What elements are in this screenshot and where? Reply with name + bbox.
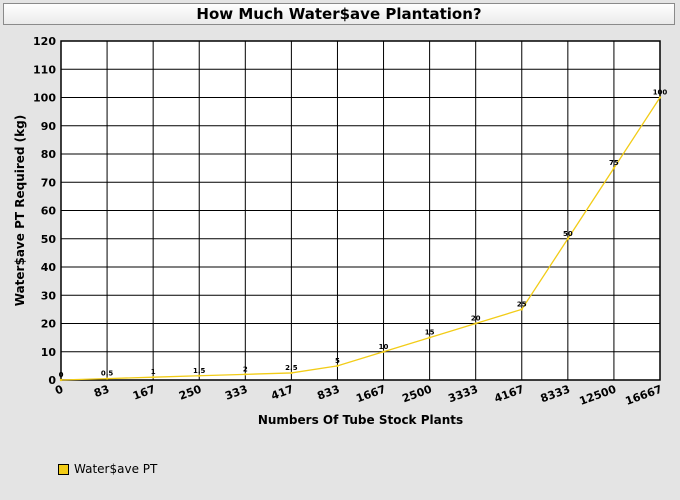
- data-point: [290, 371, 293, 375]
- y-tick-label: 110: [33, 63, 56, 76]
- x-tick-label: 0: [53, 382, 65, 397]
- y-tick-label: 40: [41, 261, 57, 274]
- y-tick-label: 70: [41, 176, 57, 189]
- legend-swatch: [58, 463, 69, 475]
- chart-title-bar: How Much Water$ave Plantation?: [3, 3, 675, 25]
- y-tick-label: 20: [41, 318, 57, 331]
- data-label: 25: [517, 300, 527, 308]
- data-label: 5: [335, 357, 340, 365]
- x-tick-label: 16667: [624, 383, 664, 408]
- y-axis-title: Water$ave PT Required (kg): [13, 115, 27, 306]
- data-label: 1.5: [193, 367, 206, 375]
- data-label: 50: [563, 230, 573, 238]
- data-label: 20: [471, 315, 481, 323]
- y-tick-label: 90: [41, 120, 57, 133]
- x-tick-label: 4167: [493, 383, 526, 406]
- y-tick-label: 120: [33, 35, 56, 48]
- x-tick-label: 250: [177, 382, 203, 402]
- data-point: [198, 374, 201, 377]
- data-point: [566, 237, 570, 240]
- data-point: [612, 166, 616, 170]
- x-tick-label: 167: [131, 383, 157, 403]
- data-label: 2: [243, 365, 248, 373]
- data-label: 0.5: [101, 370, 114, 378]
- x-tick-label: 3333: [446, 383, 479, 406]
- data-label: 100: [653, 89, 668, 97]
- x-tick-label: 833: [315, 383, 341, 403]
- data-point: [336, 364, 339, 368]
- data-label: 15: [425, 329, 435, 337]
- data-label: 1: [151, 368, 156, 376]
- x-tick-label: 417: [269, 383, 295, 403]
- data-point: [520, 308, 523, 311]
- y-tick-label: 50: [41, 233, 57, 246]
- chart-title: How Much Water$ave Plantation?: [196, 5, 482, 23]
- data-point: [382, 350, 385, 353]
- x-tick-label: 8333: [539, 383, 572, 406]
- y-tick-label: 60: [41, 205, 57, 218]
- x-tick-label: 12500: [578, 382, 619, 407]
- x-tick-label: 1667: [354, 383, 387, 406]
- data-label: 75: [609, 159, 619, 167]
- data-point: [474, 322, 477, 325]
- y-tick-label: 10: [41, 346, 57, 359]
- data-label: 0: [59, 371, 64, 379]
- x-tick-label: 333: [223, 383, 249, 403]
- chart-legend: Water$ave PT: [58, 462, 157, 476]
- data-point: [59, 378, 63, 382]
- data-point: [428, 336, 431, 339]
- series-line: [60, 97, 661, 381]
- data-point: [244, 373, 247, 376]
- y-tick-label: 30: [41, 289, 57, 302]
- data-label: 10: [379, 343, 389, 351]
- x-axis-title: Numbers Of Tube Stock Plants: [258, 413, 463, 427]
- legend-label: Water$ave PT: [74, 462, 158, 476]
- y-tick-label: 100: [33, 92, 56, 105]
- data-label: 2.5: [285, 364, 298, 372]
- data-point: [151, 375, 155, 379]
- data-point: [658, 96, 662, 99]
- y-tick-label: 80: [41, 148, 57, 161]
- y-tick-label: 0: [48, 374, 56, 387]
- x-tick-label: 83: [92, 383, 111, 400]
- x-tick-label: 2500: [400, 382, 434, 405]
- plot-border: [60, 40, 661, 381]
- data-point: [105, 377, 109, 380]
